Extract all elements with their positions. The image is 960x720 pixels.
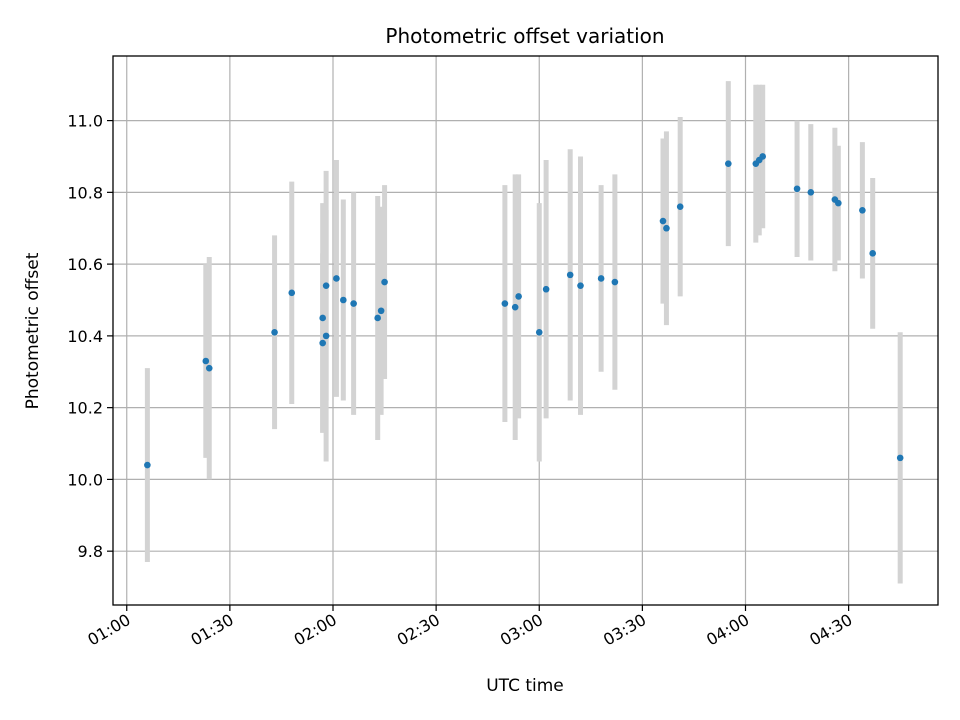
data-point bbox=[515, 293, 522, 300]
data-point bbox=[659, 217, 667, 225]
y-tick-label: 10.8 bbox=[67, 183, 103, 202]
data-point bbox=[322, 282, 330, 289]
y-tick-label: 10.0 bbox=[67, 470, 103, 489]
y-tick-label: 10.2 bbox=[67, 399, 103, 418]
plot-frame bbox=[112, 55, 939, 606]
data-point bbox=[859, 206, 866, 214]
data-point bbox=[501, 300, 509, 307]
data-point bbox=[511, 303, 519, 311]
chart-title: Photometric offset variation bbox=[385, 24, 664, 48]
data-point bbox=[676, 203, 684, 211]
data-point bbox=[566, 271, 574, 279]
y-tick-label: 9.8 bbox=[78, 542, 103, 561]
data-point bbox=[144, 461, 151, 469]
data-point bbox=[319, 339, 326, 347]
data-point bbox=[340, 296, 347, 304]
y-tick-label: 10.6 bbox=[67, 255, 103, 274]
data-point bbox=[663, 224, 670, 232]
data-point bbox=[271, 328, 278, 336]
data-point bbox=[793, 185, 801, 193]
data-point bbox=[288, 289, 296, 297]
data-point bbox=[333, 275, 340, 282]
data-point bbox=[542, 285, 550, 293]
data-point bbox=[381, 278, 388, 286]
data-point bbox=[869, 250, 876, 257]
data-point bbox=[597, 275, 605, 282]
data-point bbox=[759, 153, 766, 160]
data-point bbox=[350, 300, 357, 307]
y-tick-label: 11.0 bbox=[67, 112, 103, 131]
data-point bbox=[611, 278, 619, 286]
y-axis-label: Photometric offset bbox=[23, 252, 43, 409]
data-point bbox=[374, 314, 381, 322]
data-point bbox=[205, 364, 213, 372]
data-point bbox=[577, 282, 584, 289]
data-point bbox=[319, 314, 326, 322]
x-axis-label: UTC time bbox=[486, 676, 564, 696]
data-point bbox=[725, 160, 732, 167]
data-point bbox=[807, 189, 815, 196]
data-point bbox=[896, 454, 904, 462]
y-axis-ticks: 9.8 10.0 10.2 10.4 10.6 10.8 11.0 bbox=[67, 112, 113, 561]
data-point bbox=[322, 332, 330, 340]
data-point bbox=[202, 357, 210, 365]
data-point bbox=[535, 328, 543, 336]
data-point bbox=[835, 199, 842, 207]
data-points bbox=[144, 153, 904, 469]
data-point bbox=[377, 307, 385, 315]
y-tick-label: 10.4 bbox=[67, 327, 103, 346]
